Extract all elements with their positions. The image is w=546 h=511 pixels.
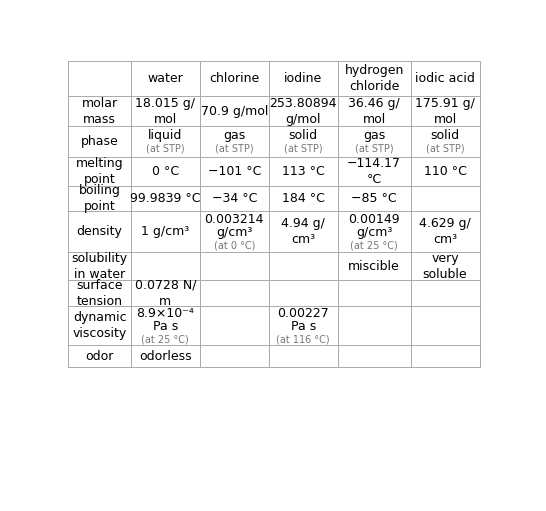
Text: miscible: miscible xyxy=(348,260,400,273)
Text: odor: odor xyxy=(85,350,114,363)
Text: 36.46 g/
mol: 36.46 g/ mol xyxy=(348,97,400,126)
Text: very
soluble: very soluble xyxy=(423,251,467,281)
Text: g/cm³: g/cm³ xyxy=(216,226,252,239)
Text: 4.629 g/
cm³: 4.629 g/ cm³ xyxy=(419,217,471,246)
Text: (at 116 °C): (at 116 °C) xyxy=(276,334,330,344)
Text: 99.9839 °C: 99.9839 °C xyxy=(130,192,200,205)
Text: chlorine: chlorine xyxy=(209,72,259,85)
Text: 1 g/cm³: 1 g/cm³ xyxy=(141,225,189,238)
Text: dynamic
viscosity: dynamic viscosity xyxy=(73,311,127,340)
Text: iodic acid: iodic acid xyxy=(415,72,475,85)
Text: density: density xyxy=(76,225,122,238)
Text: boiling
point: boiling point xyxy=(79,184,121,213)
Text: (at STP): (at STP) xyxy=(284,144,323,153)
Text: phase: phase xyxy=(81,135,118,148)
Text: (at STP): (at STP) xyxy=(426,144,465,153)
Text: 175.91 g/
mol: 175.91 g/ mol xyxy=(415,97,475,126)
Text: 253.80894
g/mol: 253.80894 g/mol xyxy=(270,97,337,126)
Text: 18.015 g/
mol: 18.015 g/ mol xyxy=(135,97,195,126)
Text: −34 °C: −34 °C xyxy=(212,192,257,205)
Text: −85 °C: −85 °C xyxy=(352,192,397,205)
Text: molar
mass: molar mass xyxy=(81,97,117,126)
Text: 0.0728 N/
m: 0.0728 N/ m xyxy=(135,279,196,308)
Text: 8.9×10⁻⁴: 8.9×10⁻⁴ xyxy=(136,307,194,320)
Text: 0.003214: 0.003214 xyxy=(205,213,264,226)
Text: 113 °C: 113 °C xyxy=(282,165,325,178)
Text: hydrogen
chloride: hydrogen chloride xyxy=(345,64,404,93)
Text: water: water xyxy=(147,72,183,85)
Text: odorless: odorless xyxy=(139,350,192,363)
Text: 0 °C: 0 °C xyxy=(152,165,179,178)
Text: (at STP): (at STP) xyxy=(215,144,254,153)
Text: (at 0 °C): (at 0 °C) xyxy=(213,240,255,250)
Text: 0.00227: 0.00227 xyxy=(277,307,329,320)
Text: solid: solid xyxy=(289,129,318,142)
Text: 110 °C: 110 °C xyxy=(424,165,466,178)
Text: (at 25 °C): (at 25 °C) xyxy=(351,240,398,250)
Text: (at STP): (at STP) xyxy=(146,144,185,153)
Text: gas: gas xyxy=(223,129,246,142)
Text: −114.17
°C: −114.17 °C xyxy=(347,156,401,185)
Text: solid: solid xyxy=(430,129,460,142)
Text: −101 °C: −101 °C xyxy=(207,165,261,178)
Text: liquid: liquid xyxy=(148,129,182,142)
Text: 184 °C: 184 °C xyxy=(282,192,325,205)
Text: 70.9 g/mol: 70.9 g/mol xyxy=(200,105,268,118)
Text: melting
point: melting point xyxy=(76,156,123,185)
Text: g/cm³: g/cm³ xyxy=(356,226,393,239)
Text: gas: gas xyxy=(363,129,385,142)
Text: Pa s: Pa s xyxy=(153,320,178,333)
Text: solubility
in water: solubility in water xyxy=(72,251,128,281)
Text: Pa s: Pa s xyxy=(290,320,316,333)
Text: 0.00149: 0.00149 xyxy=(348,213,400,226)
Text: surface
tension: surface tension xyxy=(76,279,123,308)
Text: (at STP): (at STP) xyxy=(355,144,394,153)
Text: 4.94 g/
cm³: 4.94 g/ cm³ xyxy=(281,217,325,246)
Text: (at 25 °C): (at 25 °C) xyxy=(141,334,189,344)
Text: iodine: iodine xyxy=(284,72,323,85)
